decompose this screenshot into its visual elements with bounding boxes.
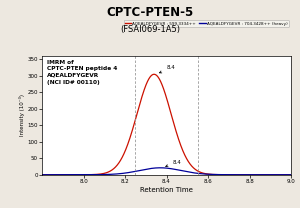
Text: CPTC-PTEN-5: CPTC-PTEN-5 [106,6,194,19]
Text: 8.4: 8.4 [166,160,182,167]
Text: 8.4: 8.4 [159,65,175,73]
Text: IMRM of
CPTC-PTEN peptide 4
AQEALDFYGEVR
(NCI ID# 00110): IMRM of CPTC-PTEN peptide 4 AQEALDFYGEVR… [47,60,117,84]
Legend: AQEALDFYGEVR : 599.3334++, AQEALDFYGEVR : 704.3428++ (heavy): AQEALDFYGEVR : 599.3334++, AQEALDFYGEVR … [124,20,289,27]
X-axis label: Retention Time: Retention Time [140,187,193,193]
Y-axis label: Intensity (10⁻³): Intensity (10⁻³) [19,94,25,136]
Text: (FSAI069-1A5): (FSAI069-1A5) [120,25,180,34]
